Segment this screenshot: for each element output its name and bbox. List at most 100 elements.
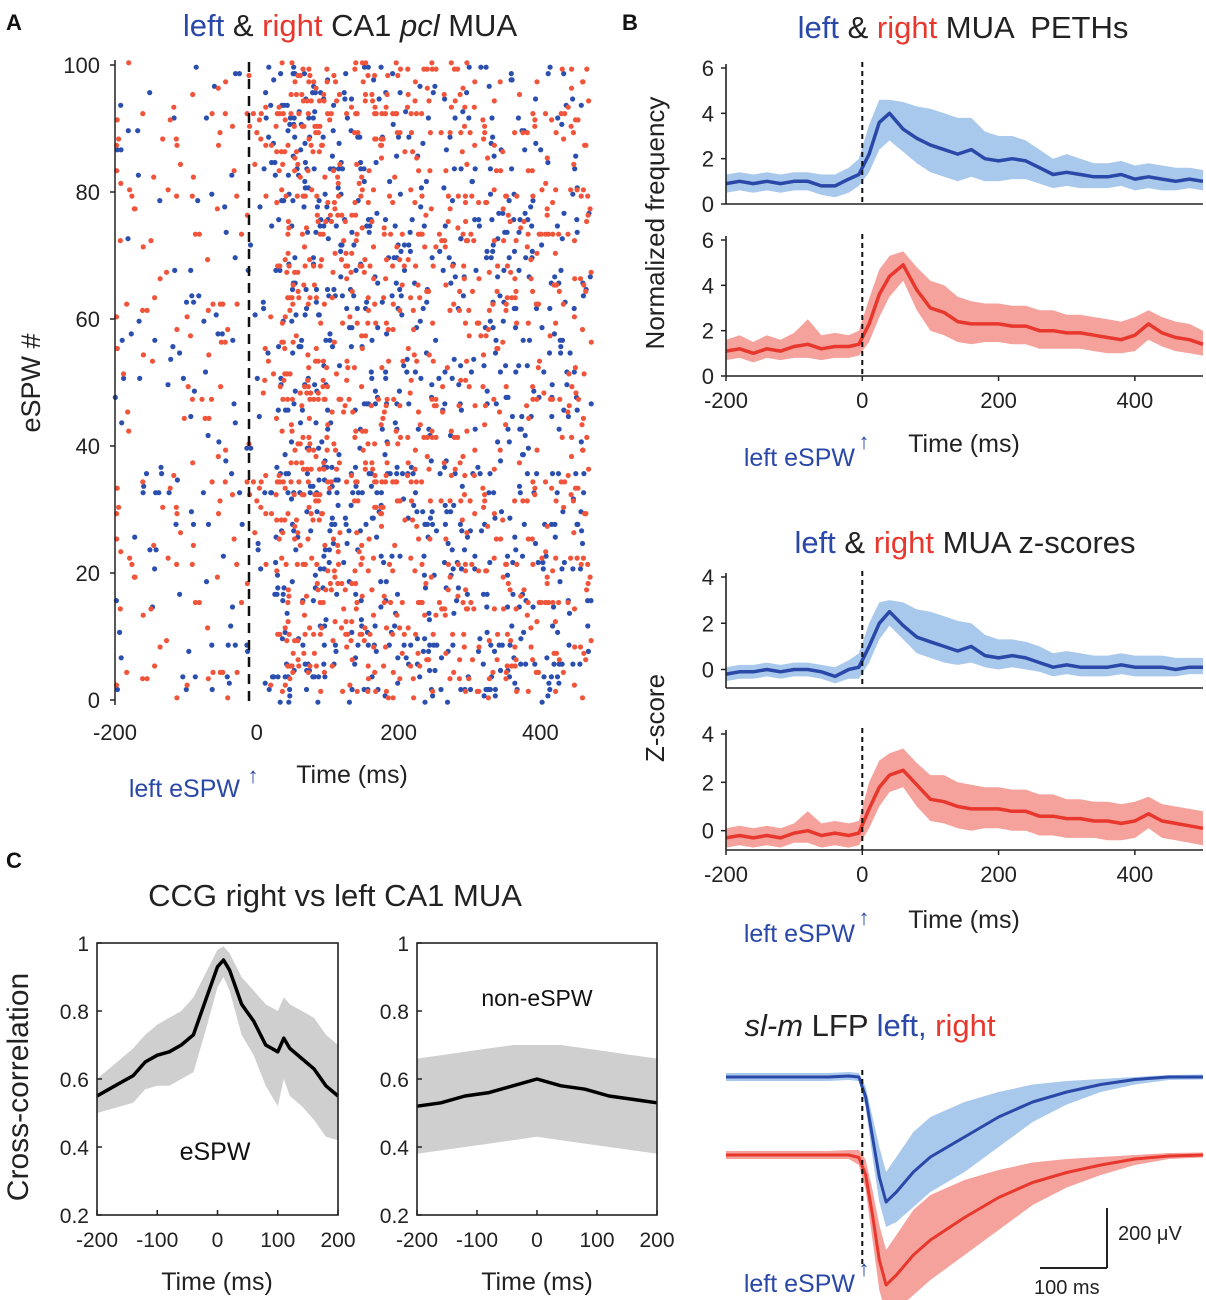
right-spike (521, 587, 527, 593)
right-spike (308, 510, 314, 517)
left-spike (334, 490, 340, 496)
left-spike (394, 464, 400, 470)
right-spike (151, 542, 157, 549)
right-spike (481, 136, 487, 142)
left-spike (373, 159, 379, 166)
right-spike (450, 631, 456, 637)
right-spike (268, 314, 274, 320)
left-spike (329, 515, 335, 521)
right-spike (285, 250, 291, 256)
left-spike (229, 604, 236, 610)
right-spike (220, 301, 226, 307)
left-spike (539, 325, 545, 331)
right-spike (442, 612, 448, 618)
left-spike (374, 490, 380, 496)
left-spike (324, 204, 330, 210)
left-spike (392, 623, 398, 629)
right-spike (383, 257, 390, 263)
right-spike (126, 60, 132, 66)
right-spike (308, 390, 314, 396)
right-spike (412, 466, 418, 472)
right-spike (442, 606, 448, 612)
right-spike (324, 434, 330, 440)
right-spike (457, 288, 463, 294)
right-spike (393, 428, 399, 434)
right-spike (300, 434, 306, 440)
right-spike (379, 111, 385, 117)
left-spike (460, 293, 466, 299)
left-spike (382, 217, 389, 223)
left-spike (570, 191, 576, 197)
left-spike (372, 623, 378, 629)
left-spike (538, 147, 544, 153)
right-spike (348, 472, 355, 479)
left-spike (287, 693, 293, 699)
right-spike (430, 320, 436, 326)
right-spike (353, 60, 359, 66)
right-spike (569, 384, 575, 390)
left-spike (397, 90, 403, 96)
right-spike (381, 225, 387, 231)
left-spike (588, 401, 594, 407)
left-spike (417, 83, 423, 89)
right-spike (132, 206, 138, 212)
right-spike (331, 441, 337, 447)
left-spike (271, 77, 277, 83)
right-spike (292, 447, 298, 453)
lfp-scalebar-v-label: 200 μV (1118, 1223, 1182, 1245)
left-spike (506, 255, 512, 261)
peth-title: left & right MUA PETHs (798, 10, 1129, 45)
right-spike (419, 561, 425, 568)
right-spike (282, 117, 288, 123)
right-spike (480, 352, 487, 358)
left-spike (172, 267, 178, 273)
right-spike (263, 472, 269, 479)
right-spike (344, 377, 350, 383)
right-spike (317, 123, 323, 129)
left-spike (346, 699, 352, 705)
left-spike (395, 134, 402, 140)
right-spike (280, 161, 286, 167)
right-spike (553, 187, 559, 193)
y-tick-label: 2 (702, 611, 714, 636)
lfp-title-left: left, (877, 1008, 927, 1043)
right-spike (504, 263, 510, 269)
right-spike (383, 472, 389, 479)
left-spike (561, 559, 568, 566)
left-spike (539, 699, 545, 705)
right-spike (561, 136, 567, 142)
right-spike (525, 536, 531, 542)
right-spike (419, 193, 425, 199)
right-spike (381, 409, 387, 415)
right-spike (292, 523, 298, 529)
right-spike (315, 587, 321, 593)
left-spike (284, 610, 290, 616)
right-spike (340, 320, 346, 326)
raster-title-right: right (262, 8, 323, 43)
right-spike (571, 606, 578, 612)
left-spike (504, 604, 511, 610)
right-spike (313, 663, 319, 669)
right-spike (353, 212, 359, 218)
left-spike (399, 471, 406, 477)
right-spike (508, 638, 514, 644)
right-spike (274, 149, 280, 155)
left-spike (459, 528, 465, 534)
right-spike (504, 663, 510, 669)
right-spike (464, 530, 470, 536)
left-spike (556, 426, 562, 432)
right-spike (311, 79, 317, 85)
left-spike (209, 642, 215, 648)
left-spike (273, 559, 279, 566)
right-spike (332, 250, 338, 256)
left-spike (539, 242, 545, 248)
non-espw-sem-band (417, 1045, 657, 1154)
left-spike (547, 64, 553, 70)
zscore-title-right: right (874, 525, 935, 560)
left-spike (449, 547, 455, 553)
right-spike (344, 276, 350, 282)
lfp-plot (726, 1070, 1204, 1300)
left-spike (491, 648, 498, 655)
right-spike (410, 517, 416, 523)
left-spike (367, 223, 373, 229)
